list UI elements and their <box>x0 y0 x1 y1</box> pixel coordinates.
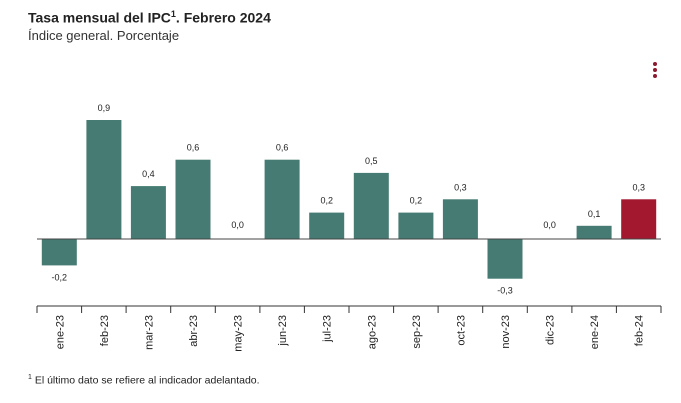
data-label-feb-23: 0,9 <box>98 103 111 113</box>
title-footnote-marker: 1 <box>170 9 176 19</box>
bar-ago-23[interactable] <box>353 172 389 239</box>
data-label-nov-23: -0,3 <box>497 286 513 296</box>
menu-dot <box>653 68 657 72</box>
data-label-sep-23: 0,2 <box>410 196 423 206</box>
tick-label-jul-23: jul-23 <box>322 315 334 343</box>
bar-abr-23[interactable] <box>175 159 211 239</box>
data-label-jul-23: 0,2 <box>320 196 333 206</box>
bar-sep-23[interactable] <box>398 212 434 239</box>
data-label-abr-23: 0,6 <box>187 143 200 153</box>
menu-dot <box>653 62 657 66</box>
tick-label-ene-23: ene-23 <box>54 315 66 349</box>
menu-dot <box>653 74 657 78</box>
tick-label-dic-23: dic-23 <box>545 315 557 345</box>
data-label-feb-24: 0,3 <box>632 182 645 192</box>
tick-label-feb-24: feb-24 <box>634 315 646 346</box>
bar-nov-23[interactable] <box>487 239 523 279</box>
footnote: 1 El último dato se refiere al indicador… <box>28 374 260 387</box>
data-label-dic-23: 0,0 <box>543 220 556 230</box>
footnote-marker: 1 <box>28 374 32 381</box>
tick-label-sep-23: sep-23 <box>411 315 423 349</box>
data-label-oct-23: 0,3 <box>454 182 467 192</box>
bar-ene-24[interactable] <box>576 225 612 239</box>
bar-oct-23[interactable] <box>442 199 478 239</box>
tick-label-abr-23: abr-23 <box>188 315 200 347</box>
data-label-ago-23: 0,5 <box>365 156 378 166</box>
tick-label-mar-23: mar-23 <box>143 315 155 350</box>
bar-jul-23[interactable] <box>309 212 345 239</box>
bar-feb-23[interactable] <box>86 120 122 239</box>
bar-mar-23[interactable] <box>130 186 166 239</box>
bar-jun-23[interactable] <box>264 159 300 239</box>
tick-label-feb-23: feb-23 <box>99 315 111 346</box>
data-label-may-23: 0,0 <box>231 220 244 230</box>
vertical-dots-icon[interactable] <box>648 62 662 78</box>
tick-label-nov-23: nov-23 <box>500 315 512 349</box>
title-date: . Febrero 2024 <box>175 9 271 26</box>
title-text: Tasa mensual del IPC <box>28 9 171 26</box>
tick-label-ene-24: ene-24 <box>589 315 601 349</box>
data-label-ene-24: 0,1 <box>588 209 601 219</box>
tick-label-may-23: may-23 <box>233 315 245 352</box>
bar-ene-23[interactable] <box>41 239 77 266</box>
data-label-ene-23: -0,2 <box>52 272 68 282</box>
data-label-jun-23: 0,6 <box>276 143 289 153</box>
tick-label-ago-23: ago-23 <box>366 315 378 349</box>
data-label-mar-23: 0,4 <box>142 169 155 179</box>
footnote-text: El último dato se refiere al indicador a… <box>34 374 260 387</box>
tick-label-oct-23: oct-23 <box>455 315 467 346</box>
tick-label-jun-23: jun-23 <box>277 315 289 347</box>
bar-feb-24[interactable] <box>621 199 657 239</box>
chart-subtitle: Índice general. Porcentaje <box>28 28 180 43</box>
chart-title: Tasa mensual del IPC1. Febrero 2024 <box>28 9 271 26</box>
